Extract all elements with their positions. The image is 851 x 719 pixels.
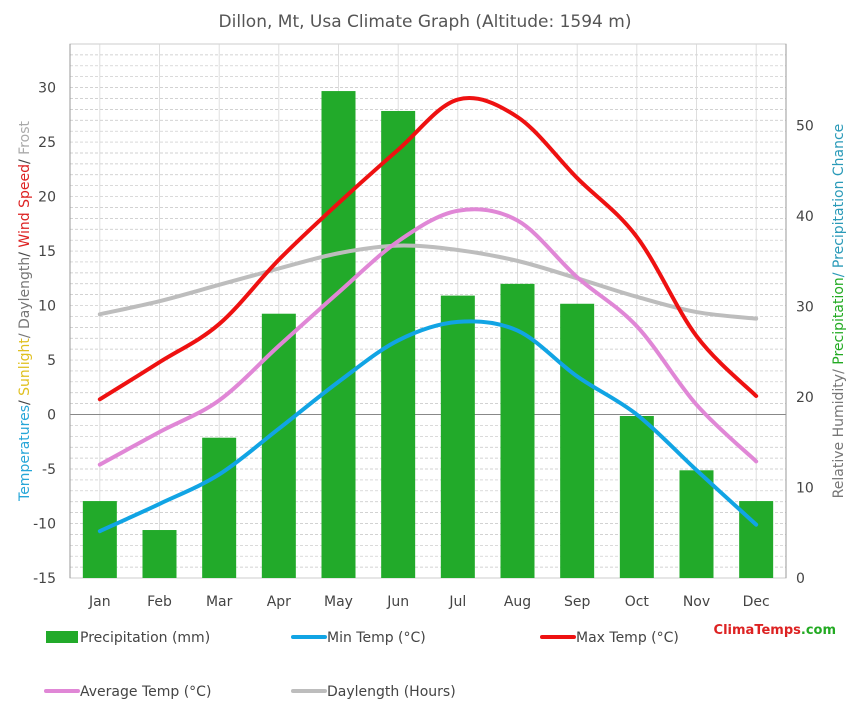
left-axis-title-part: / xyxy=(17,396,33,405)
temperature-lines xyxy=(97,96,759,534)
left-tick-label: 20 xyxy=(38,190,56,206)
left-axis-title-part: Wind Speed xyxy=(17,164,33,248)
min-temp-c-legend-label: Min Temp (°C) xyxy=(327,630,426,646)
precipitation-bar xyxy=(619,415,654,578)
right-axis-title: Relative Humidity/ Precipitation/ Precip… xyxy=(831,124,847,499)
precipitation-bar xyxy=(202,437,237,578)
precipitation-bar xyxy=(440,295,475,578)
right-axis-title-part: / Precipitation Chance xyxy=(831,124,847,278)
left-tick-label: 5 xyxy=(47,353,56,369)
left-axis-title-part: / xyxy=(17,155,33,164)
month-label: Nov xyxy=(683,594,710,610)
left-tick-label: 15 xyxy=(38,244,56,260)
month-label: Aug xyxy=(504,594,531,610)
precipitation-mm-legend-swatch xyxy=(46,631,78,643)
daylength-hours-line xyxy=(97,243,759,321)
left-axis-title-part: Frost xyxy=(17,121,33,155)
left-tick-label: 25 xyxy=(38,135,56,151)
right-tick-label: 20 xyxy=(796,390,814,406)
right-tick-label: 50 xyxy=(796,118,814,134)
month-label: Oct xyxy=(625,594,650,610)
precipitation-bar xyxy=(381,110,416,579)
precipitation-mm-legend-label: Precipitation (mm) xyxy=(80,630,210,646)
right-tick-label: 40 xyxy=(796,209,814,225)
precipitation-bar xyxy=(560,303,595,578)
left-axis-title-part: Sunlight xyxy=(17,338,33,396)
right-tick-label: 30 xyxy=(796,299,814,315)
left-tick-label: -10 xyxy=(33,517,56,533)
precipitation-bar xyxy=(82,501,117,578)
daylength-hours-legend-label: Daylength (Hours) xyxy=(327,684,456,700)
max-temp-c-line xyxy=(97,96,759,402)
month-label: Jun xyxy=(386,594,409,610)
month-label: Jul xyxy=(448,594,466,610)
left-axis-title-part: / Daylength xyxy=(17,257,33,338)
month-label: May xyxy=(324,594,353,610)
precipitation-bars xyxy=(82,91,774,579)
left-tick-label: -15 xyxy=(33,571,56,587)
right-tick-label: 0 xyxy=(796,571,805,587)
brand-logo: ClimaTemps.com xyxy=(714,623,836,638)
month-label: Dec xyxy=(743,594,770,610)
right-axis-title-part: Precipitation xyxy=(831,277,847,365)
left-tick-label: 30 xyxy=(38,81,56,97)
month-label: Sep xyxy=(564,594,591,610)
month-label: Jan xyxy=(88,594,111,610)
average-temp-c-legend-label: Average Temp (°C) xyxy=(80,684,211,700)
precipitation-bar xyxy=(679,470,714,578)
brand-logo-part: Clima xyxy=(714,623,755,638)
min-temp-c-line xyxy=(97,319,759,534)
max-temp-c-legend-label: Max Temp (°C) xyxy=(576,630,679,646)
legend: Precipitation (mm) Min Temp (°C) Max Temp … xyxy=(44,623,836,700)
left-tick-label: -5 xyxy=(42,462,56,478)
chart-title: Dillon, Mt, Usa Climate Graph (Altitude:… xyxy=(219,12,632,32)
right-axis-title-part: Relative Humidity/ xyxy=(831,365,847,499)
right-tick-label: 10 xyxy=(796,480,814,496)
left-axis-title-part: Temperatures xyxy=(17,405,33,502)
axes: -15 -10 -5 0 5 10 15 20 25 30 0 10 20 30 40 50 Jan Feb Mar… xyxy=(17,44,847,610)
left-axis-title: Temperatures/ Sunlight/ Daylength/ Wind … xyxy=(17,121,33,502)
precipitation-bar xyxy=(500,283,535,578)
month-label: Mar xyxy=(206,594,233,610)
average-temp-c-line xyxy=(97,207,759,467)
month-label: Feb xyxy=(147,594,172,610)
brand-logo-part: Temps xyxy=(754,623,801,638)
brand-logo-part: .com xyxy=(801,623,836,638)
precipitation-bar xyxy=(321,91,356,579)
precipitation-bar xyxy=(261,313,296,578)
month-label: Apr xyxy=(267,594,291,610)
precipitation-bar xyxy=(142,530,177,578)
left-axis-title-part: / xyxy=(17,248,33,257)
left-tick-label: 10 xyxy=(38,299,56,315)
left-tick-label: 0 xyxy=(47,408,56,424)
